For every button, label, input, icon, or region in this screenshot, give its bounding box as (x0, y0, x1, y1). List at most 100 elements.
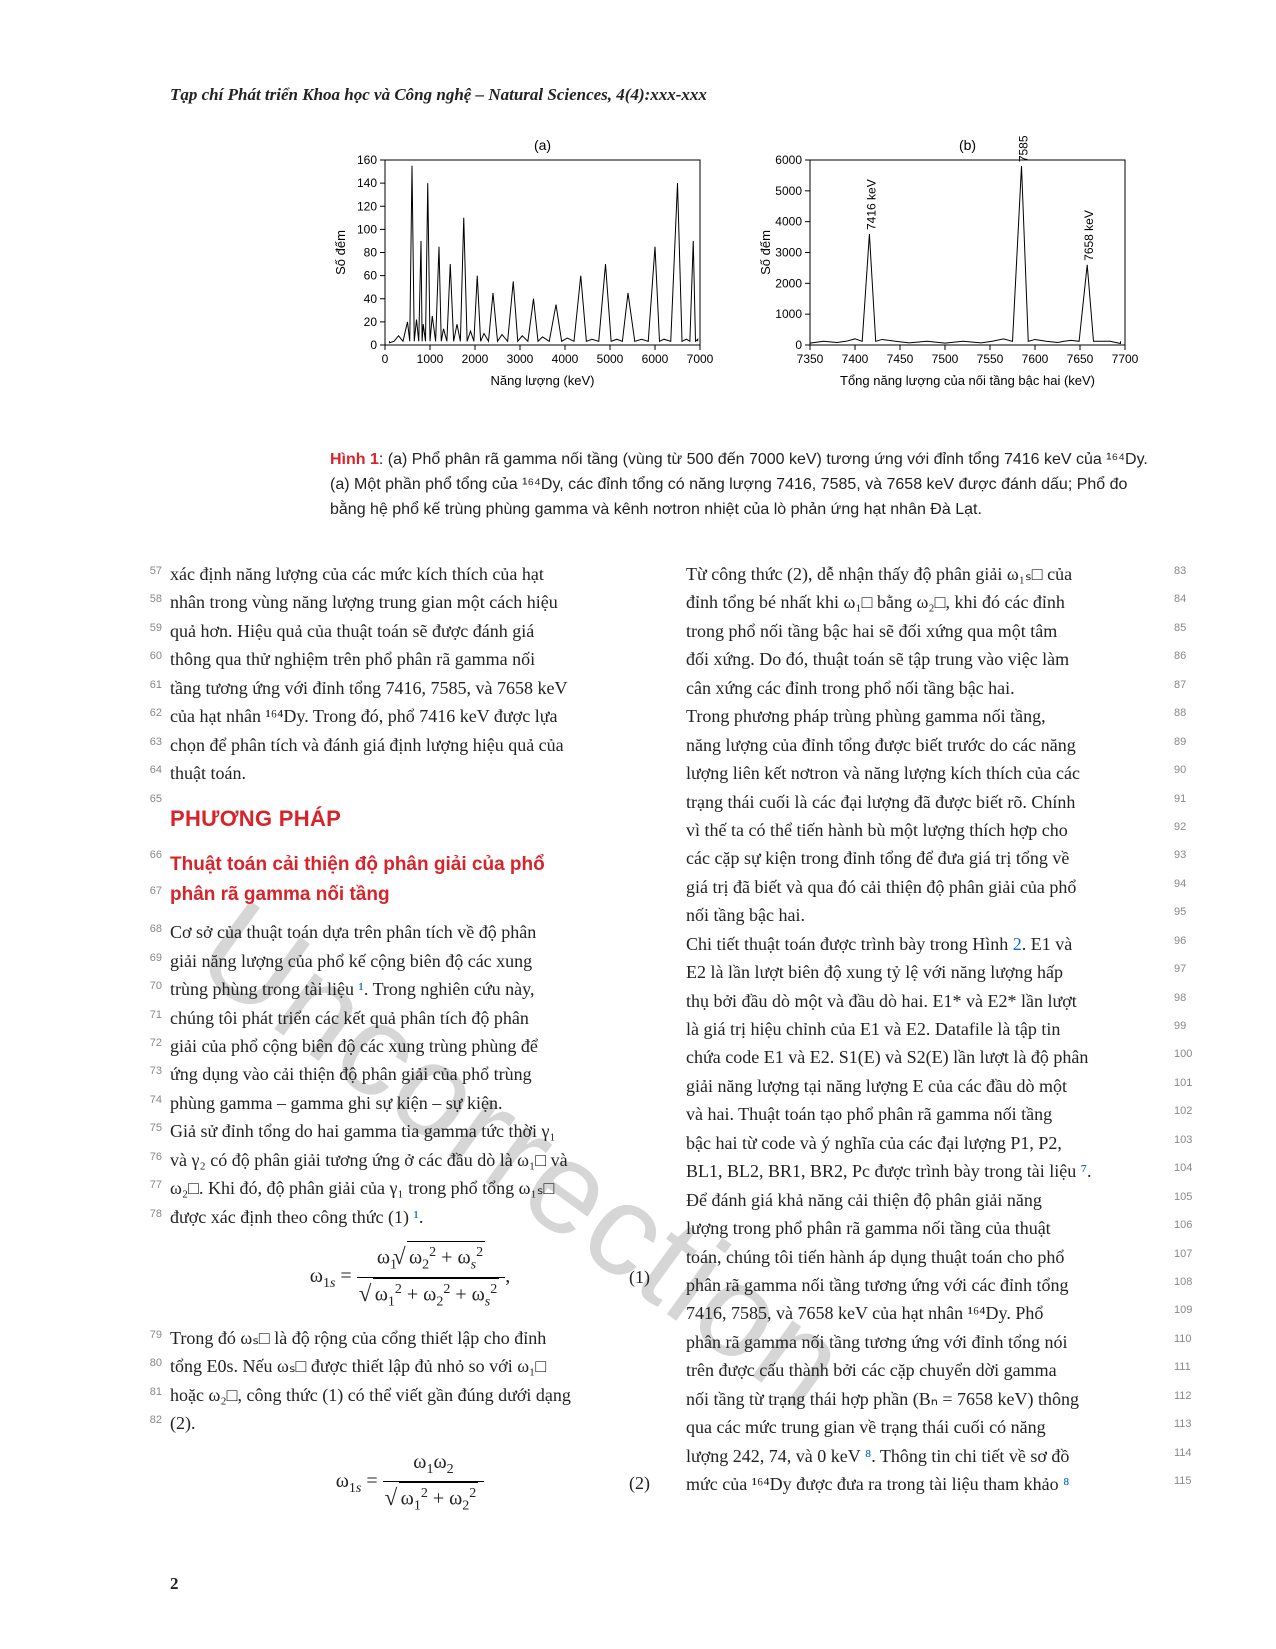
body-text: trùng phùng trong tài liệu ¹. Trong nghi… (170, 975, 650, 1003)
body-text: cân xứng các đỉnh trong phổ nối tầng bậc… (686, 674, 1166, 702)
figure-label: Hình 1 (330, 451, 379, 468)
line-num: 72 (150, 1035, 162, 1052)
line-num: 88 (1174, 705, 1186, 722)
citation-link[interactable]: ⁸ (865, 1446, 871, 1466)
body-text: nhân trong vùng năng lượng trung gian mộ… (170, 588, 650, 616)
body-text: Trong đó ωₛ□ là độ rộng của cổng thiết l… (170, 1324, 650, 1352)
body-text: phân rã gamma nối tầng tương ứng với đỉn… (686, 1328, 1166, 1356)
svg-text:7700: 7700 (1112, 352, 1139, 366)
body-text: chọn để phân tích và đánh giá định lượng… (170, 731, 650, 759)
svg-text:Số đếm: Số đếm (333, 230, 348, 275)
svg-text:0: 0 (382, 352, 389, 366)
line-num: 81 (150, 1384, 162, 1401)
body-text: giải của phổ cộng biên độ các xung trùng… (170, 1032, 650, 1060)
line-num: 62 (150, 705, 162, 722)
body-text: và γ₂ có độ phân giải tương ứng ở các đầ… (170, 1146, 650, 1174)
svg-text:7550: 7550 (977, 352, 1004, 366)
line-num: 114 (1174, 1445, 1192, 1462)
body-text: trạng thái cuối là các đại lượng đã được… (686, 788, 1166, 816)
body-text: quả hơn. Hiệu quả của thuật toán sẽ được… (170, 617, 650, 645)
body-text: Chi tiết thuật toán được trình bày trong… (686, 930, 1166, 958)
line-num: 84 (1174, 591, 1186, 608)
svg-text:7450: 7450 (887, 352, 914, 366)
line-num: 61 (150, 677, 162, 694)
body-text: nối tầng bậc hai. (686, 901, 1166, 929)
chart-a-svg: (a)0100020003000400050006000700002040608… (330, 135, 720, 425)
citation-link[interactable]: ¹ (413, 1207, 418, 1227)
svg-text:3000: 3000 (775, 246, 802, 260)
line-num: 86 (1174, 648, 1186, 665)
body-text: (2). (170, 1409, 650, 1437)
svg-text:7000: 7000 (687, 352, 714, 366)
svg-text:5000: 5000 (775, 184, 802, 198)
equation-1: ω1s = ω1ω22 + ωs2 ω12 + ω22 + ωs2 , (1) (170, 1241, 650, 1314)
citation-link[interactable]: ¹ (358, 979, 363, 999)
line-num: 60 (150, 648, 162, 665)
body-text: Trong phương pháp trùng phùng gamma nối … (686, 702, 1166, 730)
running-head: Tạp chí Phát triển Khoa học và Công nghệ… (170, 85, 707, 105)
svg-text:7600: 7600 (1022, 352, 1049, 366)
body-text: trên được cấu thành bởi các cặp chuyển d… (686, 1356, 1166, 1384)
svg-text:140: 140 (357, 176, 377, 190)
svg-text:4000: 4000 (775, 215, 802, 229)
line-num: 70 (150, 978, 162, 995)
line-num: 89 (1174, 734, 1186, 751)
svg-text:7658 keV: 7658 keV (1082, 210, 1096, 261)
line-num: 77 (150, 1177, 162, 1194)
charts-row: (a)0100020003000400050006000700002040608… (330, 135, 1150, 430)
body-text: các cặp sự kiện trong đỉnh tổng để đưa g… (686, 844, 1166, 872)
body-text: và hai. Thuật toán tạo phổ phân rã gamma… (686, 1100, 1166, 1128)
svg-text:6000: 6000 (775, 153, 802, 167)
line-num: 96 (1174, 933, 1186, 950)
svg-text:7400: 7400 (842, 352, 869, 366)
subsection-heading-l1: Thuật toán cải thiện độ phân giải của ph… (170, 850, 650, 880)
right-column: 83Từ công thức (2), dễ nhận thấy độ phân… (686, 560, 1166, 1528)
body-text: được xác định theo công thức (1) ¹. (170, 1203, 650, 1231)
svg-text:(a): (a) (534, 137, 551, 153)
svg-text:0: 0 (370, 338, 377, 352)
body-text: lượng 242, 74, và 0 keV ⁸. Thông tin chi… (686, 1442, 1166, 1470)
svg-text:Số đếm: Số đếm (758, 230, 773, 275)
svg-text:2000: 2000 (775, 276, 802, 290)
line-num: 104 (1174, 1160, 1192, 1177)
line-num: 76 (150, 1149, 162, 1166)
body-text: 7416, 7585, và 7658 keV của hạt nhân ¹⁶⁴… (686, 1299, 1166, 1327)
body-text: thụ bởi đầu dò một và đầu dò hai. E1* và… (686, 987, 1166, 1015)
line-num: 80 (150, 1355, 162, 1372)
svg-text:1000: 1000 (775, 307, 802, 321)
body-text: Để đánh giá khả năng cải thiện độ phân g… (686, 1186, 1166, 1214)
body-text: toán, chúng tôi tiến hành áp dụng thuật … (686, 1243, 1166, 1271)
line-num: 73 (150, 1063, 162, 1080)
body-text: mức của ¹⁶⁴Dy được đưa ra trong tài liệu… (686, 1470, 1166, 1498)
line-num: 109 (1174, 1302, 1192, 1319)
body-text: BL1, BL2, BR1, BR2, Pc được trình bày tr… (686, 1157, 1166, 1185)
line-num: 99 (1174, 1018, 1186, 1035)
citation-link[interactable]: ⁷ (1081, 1161, 1087, 1181)
chart-a: (a)0100020003000400050006000700002040608… (330, 135, 720, 430)
svg-text:7350: 7350 (797, 352, 824, 366)
line-num: 91 (1174, 791, 1186, 808)
figure-ref-link[interactable]: 2 (1013, 934, 1022, 954)
svg-text:100: 100 (357, 222, 377, 236)
equation-2: ω1s = ω1ω2 ω12 + ω22 (2) (170, 1447, 650, 1518)
line-num: 108 (1174, 1274, 1192, 1291)
body-text: Cơ sở của thuật toán dựa trên phân tích … (170, 918, 650, 946)
body-text: đỉnh tổng bé nhất khi ω₁□ bằng ω₂□, khi … (686, 588, 1166, 616)
svg-text:4000: 4000 (552, 352, 579, 366)
line-num: 83 (1174, 563, 1186, 580)
line-num: 71 (150, 1007, 162, 1024)
line-num: 64 (150, 762, 162, 779)
line-num: 95 (1174, 904, 1186, 921)
line-num: 90 (1174, 762, 1186, 779)
line-num: 103 (1174, 1132, 1192, 1149)
svg-text:3000: 3000 (507, 352, 534, 366)
svg-text:(b): (b) (959, 137, 976, 153)
line-num: 75 (150, 1120, 162, 1137)
body-text: xác định năng lượng của các mức kích thí… (170, 560, 650, 588)
line-num: 58 (150, 591, 162, 608)
figure-caption-text: : (a) Phổ phân rã gamma nối tầng (vùng t… (330, 451, 1148, 518)
body-text: chứa code E1 và E2. S1(E) và S2(E) lần l… (686, 1043, 1166, 1071)
line-num: 110 (1174, 1331, 1192, 1348)
body-text: nối tầng từ trạng thái hợp phần (Bₙ = 76… (686, 1385, 1166, 1413)
citation-link[interactable]: ⁸ (1063, 1474, 1069, 1494)
